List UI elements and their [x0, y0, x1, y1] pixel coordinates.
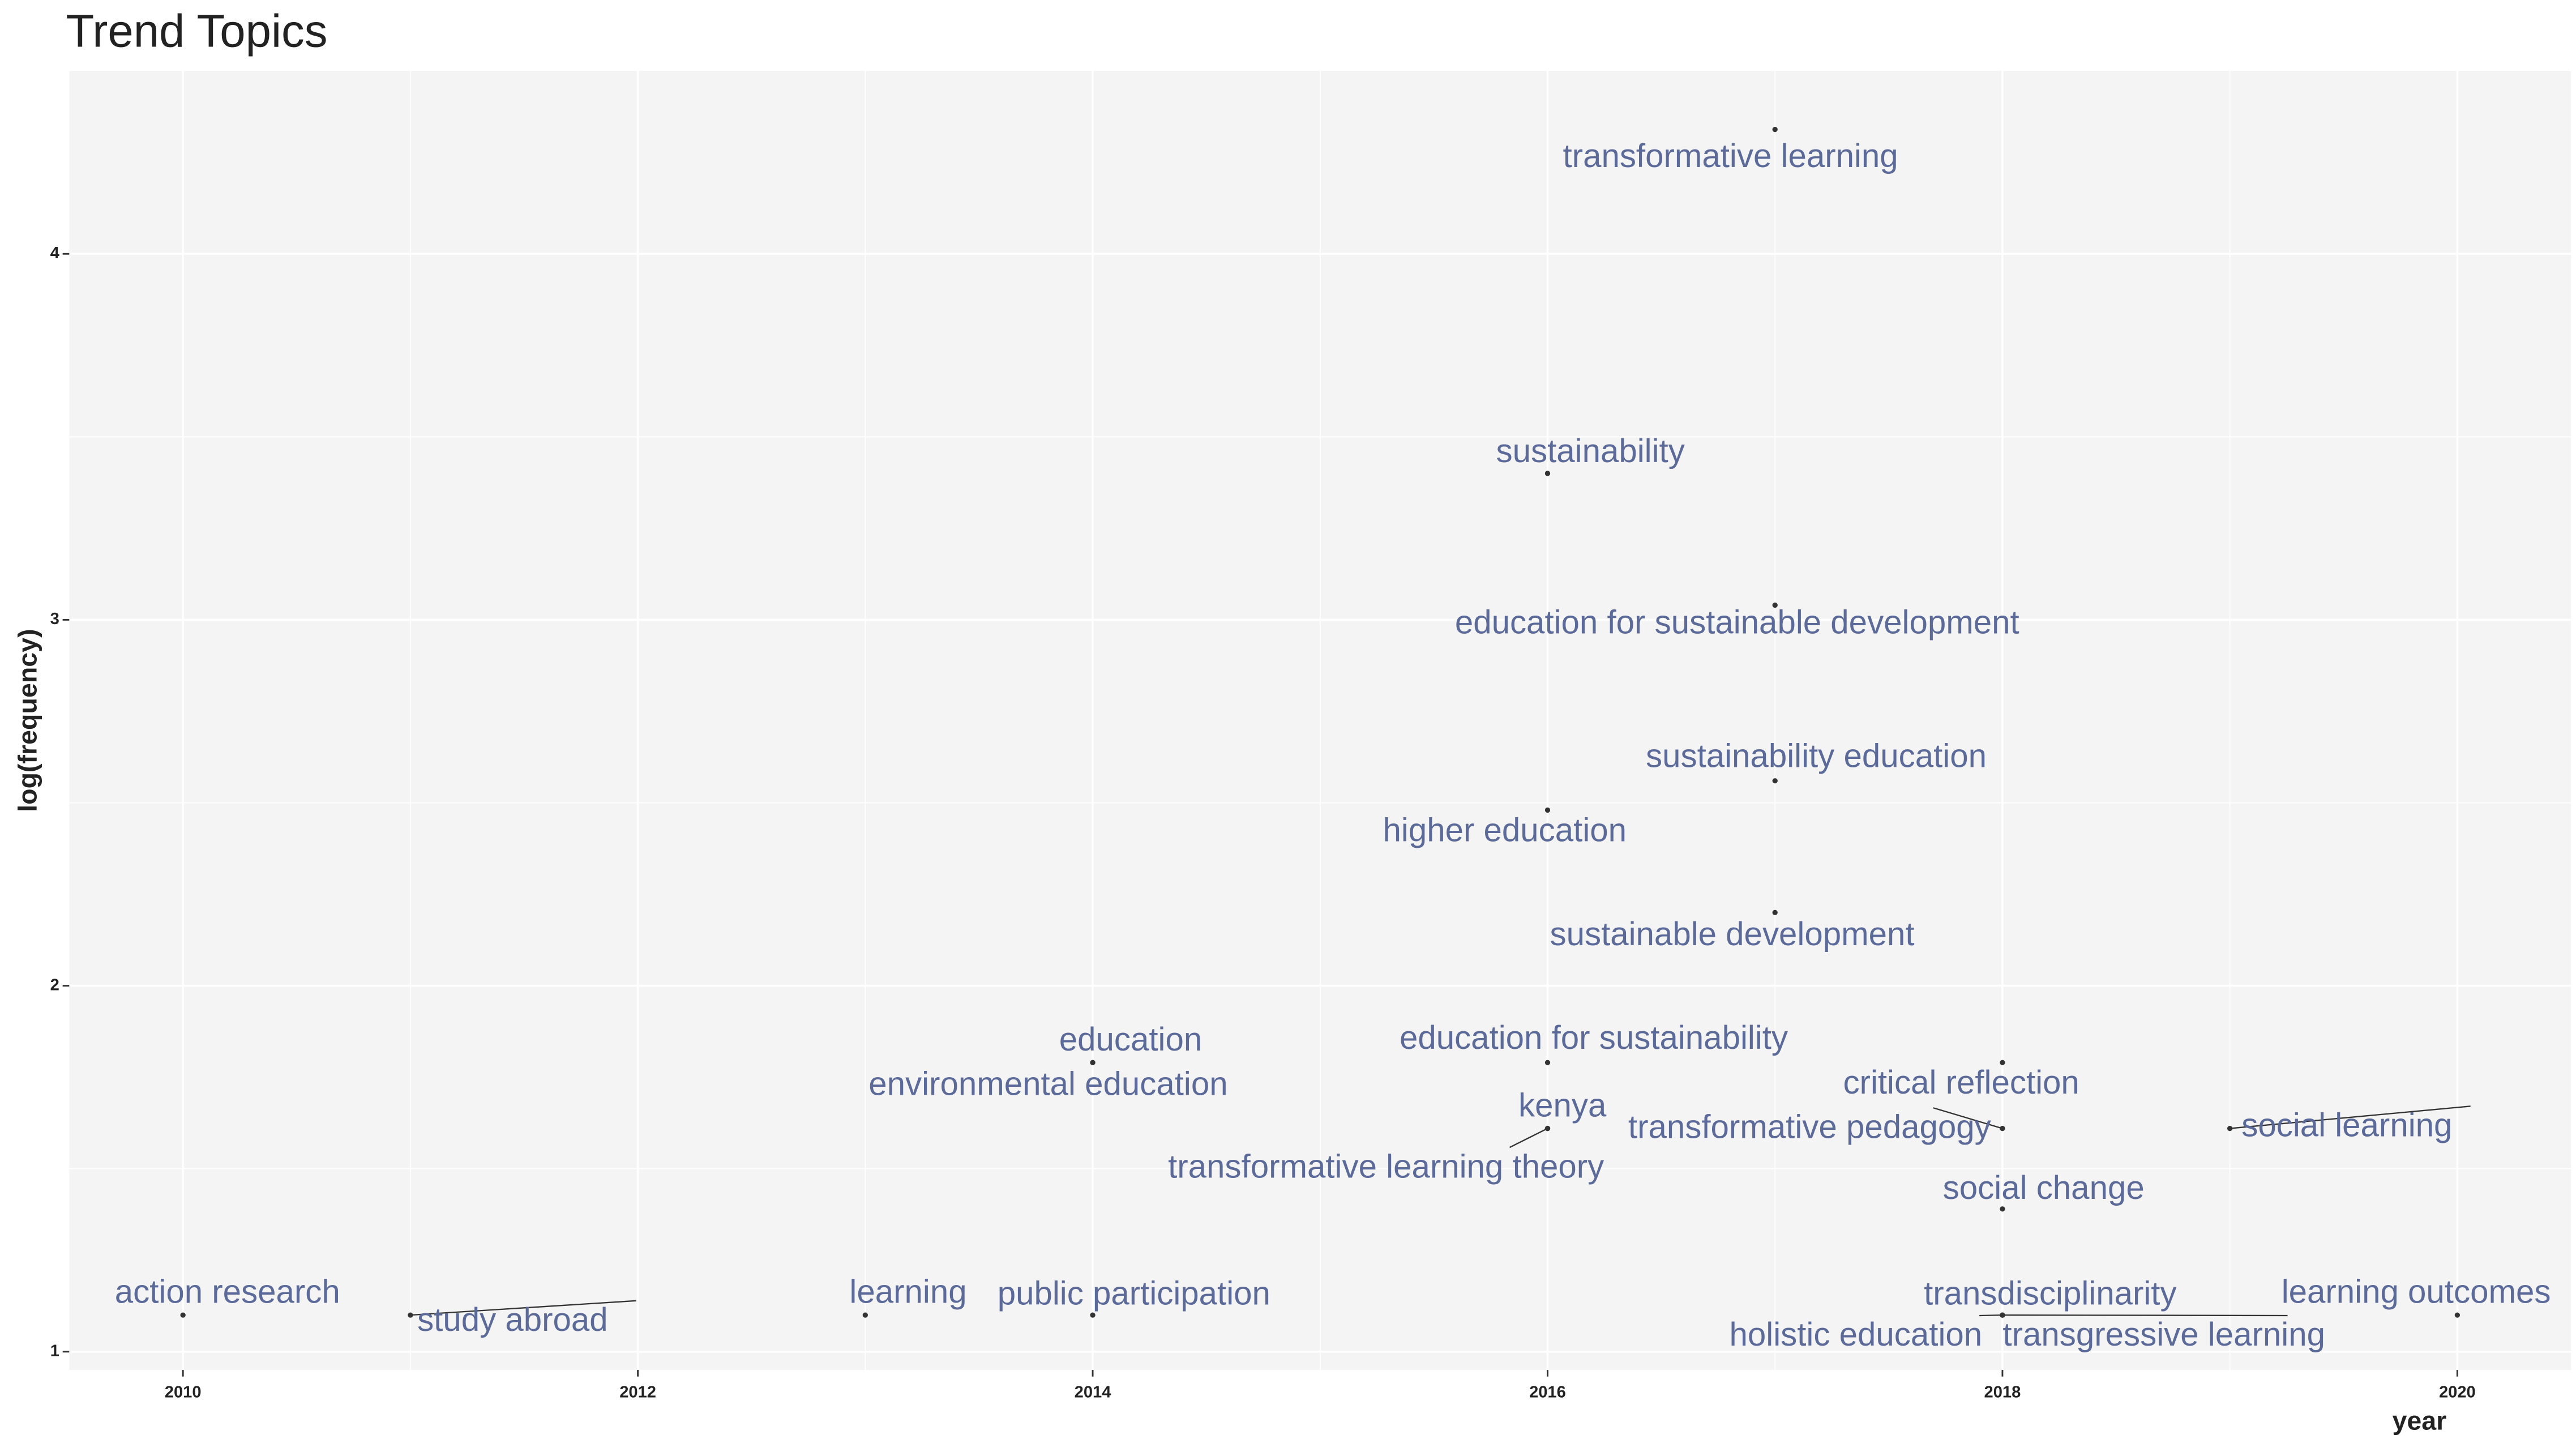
label-connector — [1933, 1107, 2003, 1129]
point-label: public participation — [998, 1275, 1270, 1312]
point-label: social change — [1943, 1169, 2145, 1206]
x-tick-label: 2014 — [1075, 1383, 1112, 1401]
point — [180, 1312, 186, 1318]
point-label: learning — [849, 1274, 966, 1310]
point-label: transgressive learning — [2002, 1316, 2325, 1353]
point-label: education for sustainability — [1400, 1019, 1788, 1056]
point-label: sustainability — [1496, 433, 1685, 469]
point — [2000, 1206, 2005, 1212]
point-label: kenya — [1518, 1087, 1607, 1124]
label-connector — [2230, 1105, 2471, 1129]
point-label: sustainability education — [1646, 737, 1987, 774]
point — [1544, 1060, 1551, 1065]
point-label: learning outcomes — [2282, 1274, 2551, 1310]
y-tick-label: 2 — [50, 976, 59, 994]
point — [862, 1312, 868, 1318]
point-label: sustainable development — [1550, 916, 1914, 953]
point-label: higher education — [1383, 812, 1627, 848]
point-label: social learning — [2241, 1107, 2452, 1144]
point-label: critical reflection — [1843, 1064, 2079, 1101]
point — [2227, 1125, 2233, 1132]
point-label: transformative learning — [1563, 138, 1898, 174]
label-connector — [1979, 1314, 2002, 1317]
point — [1772, 778, 1778, 784]
x-tick-label: 2010 — [165, 1383, 202, 1401]
point — [2000, 1060, 2005, 1065]
y-tick-label: 1 — [50, 1342, 59, 1360]
y-tick-label: 4 — [50, 244, 60, 262]
point-label: holistic education — [1730, 1316, 1983, 1353]
point-label: education — [1059, 1021, 1203, 1058]
point — [1772, 910, 1778, 915]
point — [408, 1312, 413, 1318]
y-axis-label: log(frequency) — [13, 629, 42, 812]
point — [1090, 1312, 1096, 1318]
point-label: transformative learning theory — [1168, 1148, 1604, 1185]
point-label: study abroad — [417, 1301, 608, 1338]
x-tick-label: 2016 — [1529, 1383, 1566, 1401]
point — [1772, 126, 1778, 133]
y-tick-label: 3 — [50, 610, 59, 628]
point — [1544, 471, 1551, 476]
label-connector — [2002, 1314, 2288, 1317]
label-connector — [1509, 1128, 1548, 1149]
point — [1772, 602, 1778, 608]
point — [1544, 807, 1551, 813]
point-label: education for sustainable development — [1455, 604, 2019, 641]
point-label: transdisciplinarity — [1924, 1275, 2177, 1312]
point — [2000, 1312, 2005, 1318]
x-axis-label: year — [2392, 1406, 2446, 1435]
x-tick-label: 2012 — [619, 1383, 656, 1401]
label-connector — [410, 1300, 636, 1316]
point — [1544, 1125, 1551, 1132]
x-tick-label: 2018 — [1984, 1383, 2021, 1401]
point-label: action research — [115, 1274, 340, 1310]
point — [1090, 1060, 1096, 1065]
chart-title: Trend Topics — [66, 6, 327, 57]
point-label: transformative pedagogy — [1628, 1108, 1991, 1145]
point — [2000, 1125, 2005, 1132]
x-tick-label: 2020 — [2439, 1383, 2476, 1401]
point — [2454, 1312, 2461, 1318]
point-label: environmental education — [868, 1066, 1227, 1103]
